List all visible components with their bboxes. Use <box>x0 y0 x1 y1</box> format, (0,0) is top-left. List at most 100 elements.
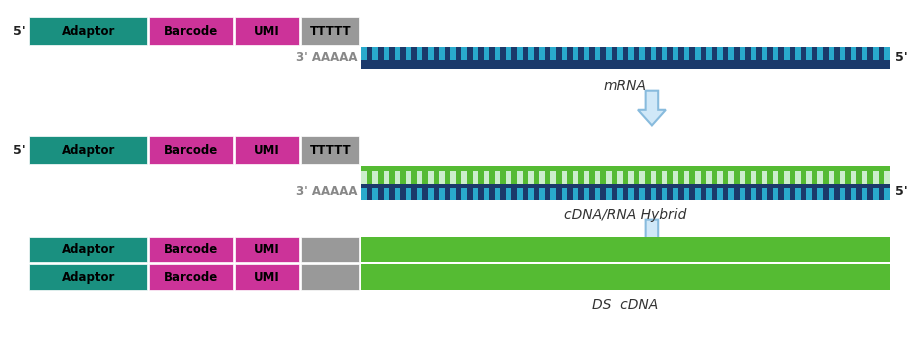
FancyBboxPatch shape <box>873 171 879 184</box>
FancyBboxPatch shape <box>717 188 723 200</box>
FancyBboxPatch shape <box>395 188 401 200</box>
FancyBboxPatch shape <box>417 188 423 200</box>
FancyBboxPatch shape <box>639 171 645 184</box>
Text: 5': 5' <box>894 185 907 199</box>
Text: Barcode: Barcode <box>164 25 218 38</box>
FancyBboxPatch shape <box>428 188 434 200</box>
FancyBboxPatch shape <box>361 47 367 60</box>
Polygon shape <box>638 220 666 255</box>
FancyBboxPatch shape <box>884 171 890 184</box>
FancyBboxPatch shape <box>528 188 534 200</box>
FancyBboxPatch shape <box>584 171 589 184</box>
FancyBboxPatch shape <box>806 47 811 60</box>
FancyBboxPatch shape <box>661 188 667 200</box>
FancyBboxPatch shape <box>729 171 734 184</box>
FancyBboxPatch shape <box>695 188 701 200</box>
FancyBboxPatch shape <box>406 171 412 184</box>
FancyBboxPatch shape <box>361 188 367 200</box>
FancyBboxPatch shape <box>628 188 634 200</box>
FancyBboxPatch shape <box>573 188 578 200</box>
FancyBboxPatch shape <box>484 188 489 200</box>
Text: Adaptor: Adaptor <box>62 25 115 38</box>
FancyBboxPatch shape <box>361 47 890 69</box>
FancyBboxPatch shape <box>706 171 712 184</box>
FancyBboxPatch shape <box>562 171 567 184</box>
FancyBboxPatch shape <box>406 47 412 60</box>
FancyBboxPatch shape <box>862 171 868 184</box>
FancyBboxPatch shape <box>829 188 834 200</box>
FancyBboxPatch shape <box>517 171 522 184</box>
FancyBboxPatch shape <box>551 47 556 60</box>
FancyBboxPatch shape <box>29 237 147 262</box>
FancyBboxPatch shape <box>818 47 823 60</box>
Polygon shape <box>638 91 666 125</box>
FancyBboxPatch shape <box>840 188 845 200</box>
FancyBboxPatch shape <box>773 47 778 60</box>
FancyBboxPatch shape <box>301 136 359 164</box>
FancyBboxPatch shape <box>551 171 556 184</box>
FancyBboxPatch shape <box>573 171 578 184</box>
Text: 5': 5' <box>894 51 907 65</box>
FancyBboxPatch shape <box>873 47 879 60</box>
Text: Barcode: Barcode <box>164 271 218 284</box>
FancyBboxPatch shape <box>495 171 500 184</box>
FancyBboxPatch shape <box>784 188 789 200</box>
FancyBboxPatch shape <box>235 136 299 164</box>
FancyBboxPatch shape <box>762 47 767 60</box>
FancyBboxPatch shape <box>751 171 756 184</box>
FancyBboxPatch shape <box>650 188 656 200</box>
FancyBboxPatch shape <box>551 188 556 200</box>
FancyBboxPatch shape <box>706 188 712 200</box>
Text: Barcode: Barcode <box>164 144 218 157</box>
FancyBboxPatch shape <box>784 171 789 184</box>
FancyBboxPatch shape <box>628 47 634 60</box>
FancyBboxPatch shape <box>795 171 800 184</box>
FancyBboxPatch shape <box>740 171 745 184</box>
Text: UMI: UMI <box>254 144 280 157</box>
FancyBboxPatch shape <box>729 188 734 200</box>
Text: 3' AAAAA: 3' AAAAA <box>296 51 357 65</box>
Text: cDNA/RNA Hybrid: cDNA/RNA Hybrid <box>565 208 687 222</box>
FancyBboxPatch shape <box>650 171 656 184</box>
Text: 5': 5' <box>13 144 26 157</box>
FancyBboxPatch shape <box>806 188 811 200</box>
FancyBboxPatch shape <box>450 188 456 200</box>
FancyBboxPatch shape <box>873 188 879 200</box>
FancyBboxPatch shape <box>606 188 612 200</box>
FancyBboxPatch shape <box>506 188 511 200</box>
FancyBboxPatch shape <box>450 171 456 184</box>
FancyBboxPatch shape <box>595 188 600 200</box>
FancyBboxPatch shape <box>235 264 299 290</box>
FancyBboxPatch shape <box>301 264 359 290</box>
FancyBboxPatch shape <box>439 188 445 200</box>
FancyBboxPatch shape <box>149 237 233 262</box>
FancyBboxPatch shape <box>818 188 823 200</box>
FancyBboxPatch shape <box>606 47 612 60</box>
FancyBboxPatch shape <box>784 47 789 60</box>
FancyBboxPatch shape <box>395 171 401 184</box>
FancyBboxPatch shape <box>472 47 478 60</box>
FancyBboxPatch shape <box>540 47 545 60</box>
FancyBboxPatch shape <box>862 47 868 60</box>
FancyBboxPatch shape <box>584 188 589 200</box>
FancyBboxPatch shape <box>301 237 359 262</box>
FancyBboxPatch shape <box>235 237 299 262</box>
FancyBboxPatch shape <box>729 47 734 60</box>
FancyBboxPatch shape <box>517 47 522 60</box>
FancyBboxPatch shape <box>361 264 890 290</box>
FancyBboxPatch shape <box>840 171 845 184</box>
FancyBboxPatch shape <box>461 171 467 184</box>
FancyBboxPatch shape <box>573 47 578 60</box>
Text: Adaptor: Adaptor <box>62 243 115 256</box>
FancyBboxPatch shape <box>472 171 478 184</box>
Text: UMI: UMI <box>254 243 280 256</box>
Text: 3' AAAAA: 3' AAAAA <box>296 185 357 199</box>
FancyBboxPatch shape <box>461 188 467 200</box>
FancyBboxPatch shape <box>372 47 378 60</box>
FancyBboxPatch shape <box>361 237 890 262</box>
FancyBboxPatch shape <box>29 264 147 290</box>
FancyBboxPatch shape <box>684 171 690 184</box>
FancyBboxPatch shape <box>383 171 389 184</box>
FancyBboxPatch shape <box>617 188 623 200</box>
FancyBboxPatch shape <box>372 188 378 200</box>
